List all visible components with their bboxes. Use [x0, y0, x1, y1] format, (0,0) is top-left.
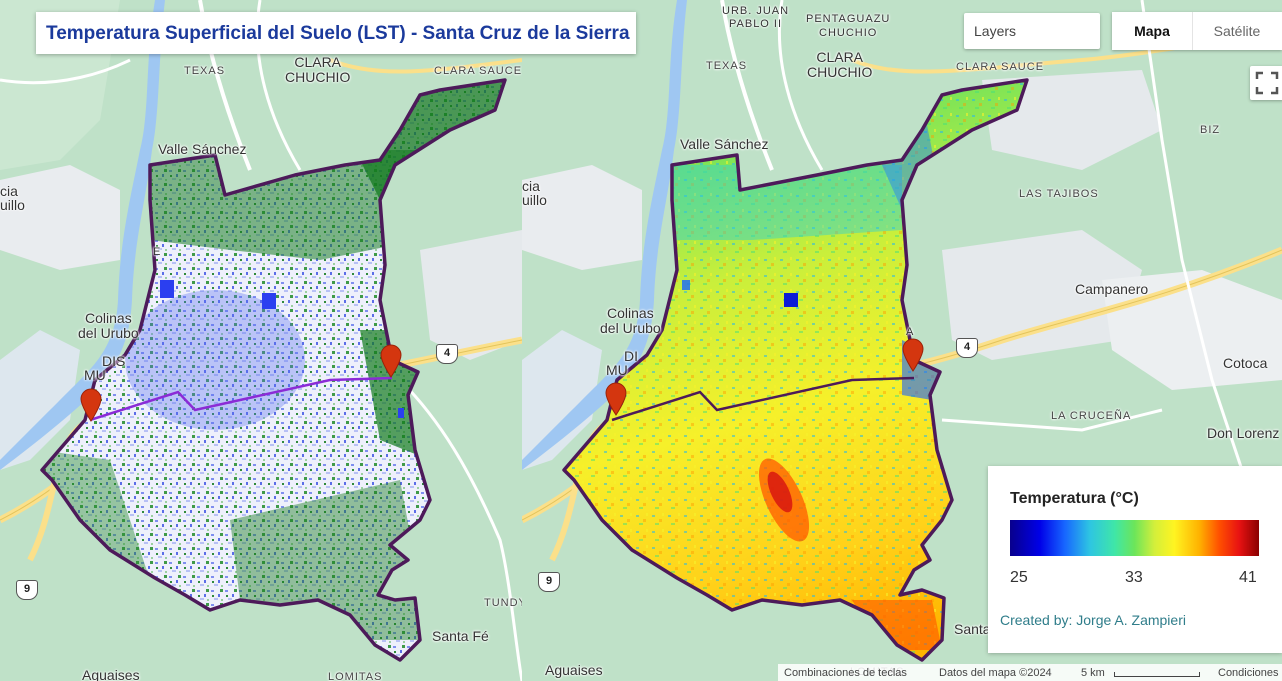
- temperature-legend: Temperatura (°C) 25 33 41 Created by: Jo…: [988, 466, 1282, 653]
- marker-pin-west-right[interactable]: [605, 382, 627, 416]
- map-type-mapa-button[interactable]: Mapa: [1112, 12, 1193, 50]
- place-valle-sanchez-right: Valle Sánchez: [680, 136, 769, 152]
- route-4-shield-right: 4: [956, 338, 978, 358]
- place-mu: MU: [84, 367, 106, 383]
- place-urb-juan-pablo: URB. JUAN PABLO II: [722, 5, 790, 30]
- scale-bar: [1114, 672, 1200, 677]
- map-attribution: Combinaciones de teclas Datos del mapa ©…: [778, 664, 1282, 681]
- layers-control[interactable]: Layers: [964, 13, 1100, 49]
- route-9-shield: 9: [16, 580, 38, 600]
- place-clara-sauce: CLARA SAUCE: [434, 65, 522, 77]
- place-clara-chuchio: CLARA CHUCHIO: [285, 54, 351, 85]
- place-e: E: [153, 246, 161, 258]
- place-santa-fe: Santa Fé: [432, 628, 489, 644]
- place-colinas-urubo-right: Colinas del Urubo: [600, 305, 661, 336]
- route-9-shield-right: 9: [538, 572, 560, 592]
- place-colinas-urubo: Colinas del Urubo: [78, 310, 139, 341]
- ndvi-map-canvas[interactable]: [0, 0, 522, 681]
- marker-pin-east[interactable]: [380, 344, 402, 378]
- place-uillo-right: uillo: [522, 192, 547, 208]
- place-texas: TEXAS: [184, 65, 226, 77]
- fullscreen-button[interactable]: [1250, 66, 1282, 100]
- map-title: Temperatura Superficial del Suelo (LST) …: [46, 23, 630, 44]
- lst-map-panel[interactable]: URB. JUAN PABLO II PENTAGUAZU CHUCHIO TE…: [522, 0, 1282, 681]
- place-pentaguazu: PENTAGUAZU CHUCHIO: [806, 13, 891, 39]
- place-cotoca: Cotoca: [1223, 355, 1268, 371]
- layers-label[interactable]: Layers: [974, 23, 1017, 39]
- map-type-control[interactable]: Mapa Satélite: [1112, 12, 1282, 50]
- place-campanero: Campanero: [1075, 281, 1149, 297]
- legend-title: Temperatura (°C): [1010, 490, 1139, 507]
- terms-link[interactable]: Condiciones: [1218, 667, 1279, 679]
- legend-min: 25: [1010, 569, 1028, 586]
- place-lomitas: LOMITAS: [328, 671, 383, 681]
- fullscreen-icon: [1255, 71, 1279, 95]
- place-biz: BIZ: [1200, 124, 1221, 136]
- place-mu-right: MU: [606, 362, 628, 378]
- place-clara-chuchio-right: CLARA CHUCHIO: [807, 49, 873, 80]
- place-don-lorenzo: Don Lorenz: [1207, 425, 1280, 441]
- lst-map-canvas[interactable]: [522, 0, 1282, 681]
- place-uillo: uillo: [0, 197, 25, 213]
- place-di: DI: [624, 348, 638, 364]
- ndvi-map-panel[interactable]: TEXAS CLARA CHUCHIO CLARA SAUCE Valle Sá…: [0, 0, 522, 681]
- place-santa: Santa: [954, 621, 991, 637]
- place-tundy: TUNDY: [484, 597, 522, 609]
- route-4-shield: 4: [436, 344, 458, 364]
- place-la-cruzena: LA CRUCEÑA: [1051, 410, 1132, 422]
- legend-max: 41: [1239, 569, 1257, 586]
- place-dis: DIS: [102, 353, 126, 369]
- place-a-partial: A: [906, 326, 914, 338]
- place-texas-right: TEXAS: [706, 60, 748, 72]
- place-clara-sauce-right: CLARA SAUCE: [956, 61, 1045, 73]
- legend-color-ramp: [1010, 520, 1259, 556]
- marker-pin-west[interactable]: [80, 388, 102, 422]
- keyboard-shortcuts-link[interactable]: Combinaciones de teclas: [784, 667, 907, 679]
- place-aguaises-right: Aguaises: [545, 662, 603, 678]
- legend-credit: Created by: Jorge A. Zampieri: [1000, 612, 1186, 628]
- place-cia-right: cia: [522, 178, 540, 194]
- map-title-panel: Temperatura Superficial del Suelo (LST) …: [36, 12, 636, 54]
- place-cia: cia: [0, 183, 18, 199]
- marker-pin-east-right[interactable]: [902, 338, 924, 372]
- place-las-tajibos: LAS TAJIBOS: [1019, 188, 1099, 200]
- legend-mid: 33: [1125, 569, 1143, 586]
- map-data-credit: Datos del mapa ©2024: [939, 667, 1052, 679]
- map-type-satelite-button[interactable]: Satélite: [1213, 23, 1261, 39]
- place-aguaises: Aguaises: [82, 667, 140, 681]
- place-valle-sanchez: Valle Sánchez: [158, 141, 247, 157]
- scale-label[interactable]: 5 km: [1081, 667, 1105, 679]
